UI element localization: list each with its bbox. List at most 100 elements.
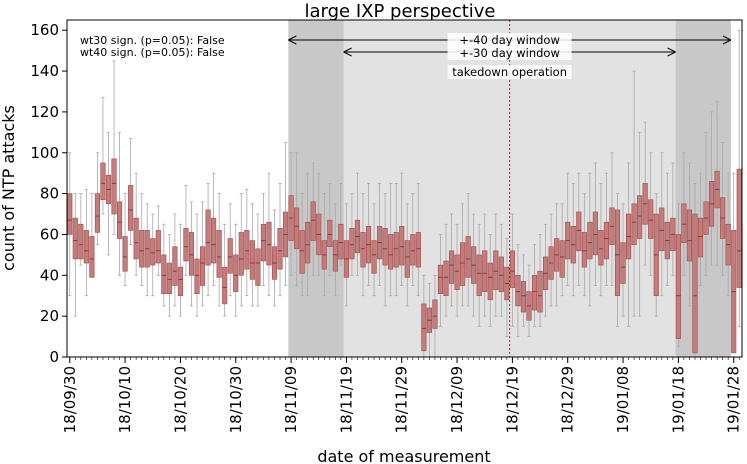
arrow-40-head-right	[722, 35, 732, 45]
box	[205, 209, 211, 266]
box	[294, 207, 300, 250]
takedown-label: takedown operation	[452, 65, 567, 79]
box	[244, 230, 250, 270]
box	[592, 211, 598, 256]
annotations: +-40 day window+-30 day window takedown o…	[288, 20, 732, 357]
y-tick-label: 100	[30, 144, 59, 162]
box	[371, 240, 377, 274]
box	[238, 232, 244, 276]
box	[460, 242, 466, 286]
box-plots	[67, 29, 742, 358]
box	[493, 250, 499, 290]
box	[277, 228, 283, 270]
box	[487, 262, 493, 301]
box	[332, 240, 338, 272]
y-axis: 0 20 40 60 80 100 120 140 160	[30, 21, 67, 366]
box	[443, 260, 449, 297]
window-40-label-bg	[447, 33, 572, 47]
box	[150, 238, 156, 266]
y-tick-label: 80	[40, 185, 59, 203]
box	[509, 250, 515, 288]
box	[72, 217, 78, 260]
box	[498, 256, 504, 292]
box	[404, 240, 410, 278]
x-tick-label: 19/01/08	[614, 366, 632, 433]
y-tick-label: 160	[30, 21, 59, 39]
box	[222, 266, 228, 305]
box	[437, 264, 444, 294]
box	[637, 195, 643, 239]
chart-title: large IXP perspective	[304, 1, 495, 22]
box	[78, 223, 84, 260]
box	[233, 254, 239, 292]
box	[266, 221, 272, 266]
box	[614, 209, 621, 297]
box	[531, 275, 538, 311]
box	[211, 217, 217, 264]
box	[659, 207, 665, 252]
box	[382, 228, 388, 266]
box	[133, 217, 139, 260]
y-tick-label: 140	[30, 62, 59, 80]
box	[199, 246, 206, 286]
x-tick-label: 18/11/19	[337, 366, 355, 433]
box	[216, 230, 222, 278]
box	[227, 238, 233, 274]
box	[67, 193, 73, 235]
box	[482, 250, 488, 292]
box	[432, 299, 438, 329]
x-axis-title: date of measurement	[317, 447, 490, 464]
box	[598, 230, 604, 266]
box	[305, 221, 311, 264]
x-tick-label: 18/11/29	[393, 366, 411, 433]
box	[260, 223, 266, 262]
window-30-label-bg	[447, 46, 572, 60]
box	[360, 232, 366, 268]
box	[454, 254, 460, 290]
box	[648, 199, 654, 239]
x-tick-label: 18/10/10	[116, 366, 134, 433]
box	[388, 234, 394, 270]
box	[83, 230, 89, 264]
box	[116, 201, 123, 239]
y-tick-label: 60	[40, 225, 59, 243]
stat-wt40: wt40 sign. (p=0.05): False	[80, 46, 225, 59]
box	[327, 219, 333, 248]
box	[122, 236, 128, 272]
x-tick-label: 19/01/18	[669, 366, 687, 433]
box	[587, 221, 593, 260]
box	[89, 236, 95, 278]
x-tick-label: 18/12/19	[503, 366, 521, 433]
box	[393, 232, 399, 268]
box	[166, 262, 172, 294]
box	[686, 209, 693, 262]
box	[603, 221, 610, 260]
box	[128, 185, 134, 231]
arrow-40-head-left	[288, 35, 297, 45]
box	[399, 225, 405, 266]
box	[415, 232, 421, 268]
box	[249, 240, 255, 280]
box	[255, 248, 261, 286]
box	[576, 211, 582, 252]
box	[620, 242, 626, 284]
x-tick-label: 18/09/30	[61, 366, 79, 433]
box	[111, 158, 117, 215]
box	[338, 223, 344, 260]
box	[675, 234, 681, 339]
box	[465, 236, 471, 278]
y-tick-label: 20	[40, 307, 59, 325]
box	[421, 303, 427, 352]
window-30-label: +-30 day window	[459, 46, 560, 60]
box	[736, 168, 742, 288]
y-tick-label: 120	[30, 103, 59, 121]
box	[410, 234, 416, 266]
stat-wt30: wt30 sign. (p=0.05): False	[80, 34, 225, 47]
box	[194, 258, 200, 294]
box	[520, 281, 527, 313]
box	[681, 203, 687, 243]
box	[515, 275, 521, 307]
box	[94, 193, 100, 233]
window-40-label: +-40 day window	[459, 33, 560, 47]
